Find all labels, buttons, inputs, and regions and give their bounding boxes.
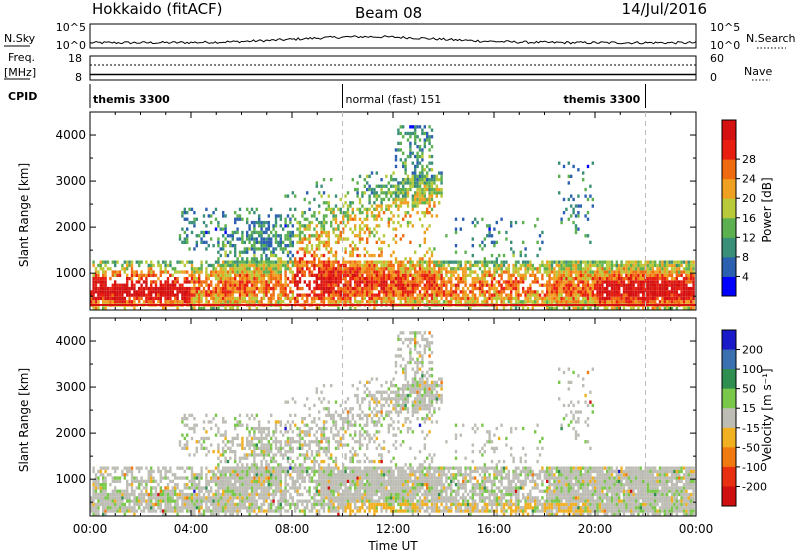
velocity-heatmap	[90, 331, 695, 516]
colorbar-tick: 24	[742, 173, 756, 186]
freq-tick-bottom: 8	[75, 71, 82, 84]
ytick-label: 1000	[55, 266, 86, 280]
nsky-tick-top: 10^5	[56, 21, 86, 34]
nsky-label: N.Sky	[4, 32, 36, 45]
colorbar-tick: 4	[742, 270, 749, 283]
ytick-label: 2000	[55, 426, 86, 440]
colorbar-tick: 100	[742, 363, 763, 376]
colorbar-tick: 28	[742, 153, 756, 166]
colorbar-tick: -50	[742, 441, 760, 454]
xtick-label: 08:00	[275, 522, 310, 536]
power-axes: 1000 2000 3000 4000	[55, 112, 697, 310]
xtick-label: 20:00	[578, 522, 613, 536]
power-heatmap	[90, 125, 696, 310]
nsky-tick-bottom: 10^0	[56, 39, 86, 52]
cpid-row: themis 3300 normal (fast) 151 themis 3300	[89, 84, 646, 108]
colorbar-tick: -100	[742, 461, 767, 474]
nave-tick-top: 60	[710, 52, 724, 65]
cpid-mode-1: normal (fast) 151	[346, 93, 442, 106]
velocity-ylabel: Slant Range [km]	[17, 368, 31, 472]
velocity-axes: 1000 2000 3000 4000	[55, 318, 697, 516]
xtick-label: 12:00	[376, 522, 411, 536]
colorbar-tick: 15	[742, 402, 756, 415]
power-colorbar: 4 8 12 16 20 24 28	[721, 119, 756, 297]
velocity-colorbar: 200 100 50 15 -15 -50 -100 -200	[721, 329, 767, 507]
colorbar-tick: 12	[742, 231, 756, 244]
date-title: 14/Jul/2016	[622, 0, 707, 18]
xtick-label: 00:00	[679, 522, 714, 536]
velocity-colorbar-label: Velocity [m s⁻¹]	[760, 368, 774, 461]
cpid-label: CPID	[8, 90, 37, 103]
ytick-label: 1000	[55, 472, 86, 486]
colorbar-tick: 20	[742, 192, 756, 205]
nsearch-tick-bottom: 10^0	[710, 39, 740, 52]
freq-unit: [MHz]	[4, 66, 36, 79]
ytick-label: 4000	[55, 128, 86, 142]
nave-tick-bottom: 0	[710, 71, 717, 84]
power-colorbar-label: Power [dB]	[760, 177, 774, 242]
beam-title: Beam 08	[355, 4, 422, 22]
colorbar-tick: 200	[742, 344, 763, 357]
freq-label: Freq.	[8, 51, 35, 64]
power-ylabel: Slant Range [km]	[17, 163, 31, 267]
colorbar-tick: 16	[742, 212, 756, 225]
radar-title: Hokkaido (fitACF)	[92, 0, 223, 18]
nsearch-tick-top: 10^5	[710, 21, 740, 34]
xtick-label: 16:00	[477, 522, 512, 536]
nsearch-label: N.Search	[746, 32, 796, 45]
ytick-label: 3000	[55, 380, 86, 394]
colorbar-tick: -15	[742, 422, 760, 435]
xtick-label: 04:00	[174, 522, 209, 536]
colorbar-tick: -200	[742, 480, 767, 493]
ytick-label: 3000	[55, 174, 86, 188]
colorbar-tick: 50	[742, 383, 756, 396]
time-axis-label: Time UT	[367, 539, 418, 553]
xtick-label: 00:00	[73, 522, 108, 536]
colorbar-tick: 8	[742, 251, 749, 264]
time-axis: 00:00 04:00 08:00 12:00 16:00 20:00 00:00	[73, 522, 714, 536]
nsky-trace	[89, 35, 697, 47]
ytick-label: 4000	[55, 334, 86, 348]
freq-panel	[89, 55, 697, 81]
nave-label: Nave	[744, 65, 772, 78]
freq-tick-top: 18	[68, 52, 82, 65]
nsky-panel	[89, 23, 697, 49]
ytick-label: 2000	[55, 220, 86, 234]
cpid-mode-0: themis 3300	[93, 93, 170, 106]
cpid-mode-2: themis 3300	[564, 93, 641, 106]
